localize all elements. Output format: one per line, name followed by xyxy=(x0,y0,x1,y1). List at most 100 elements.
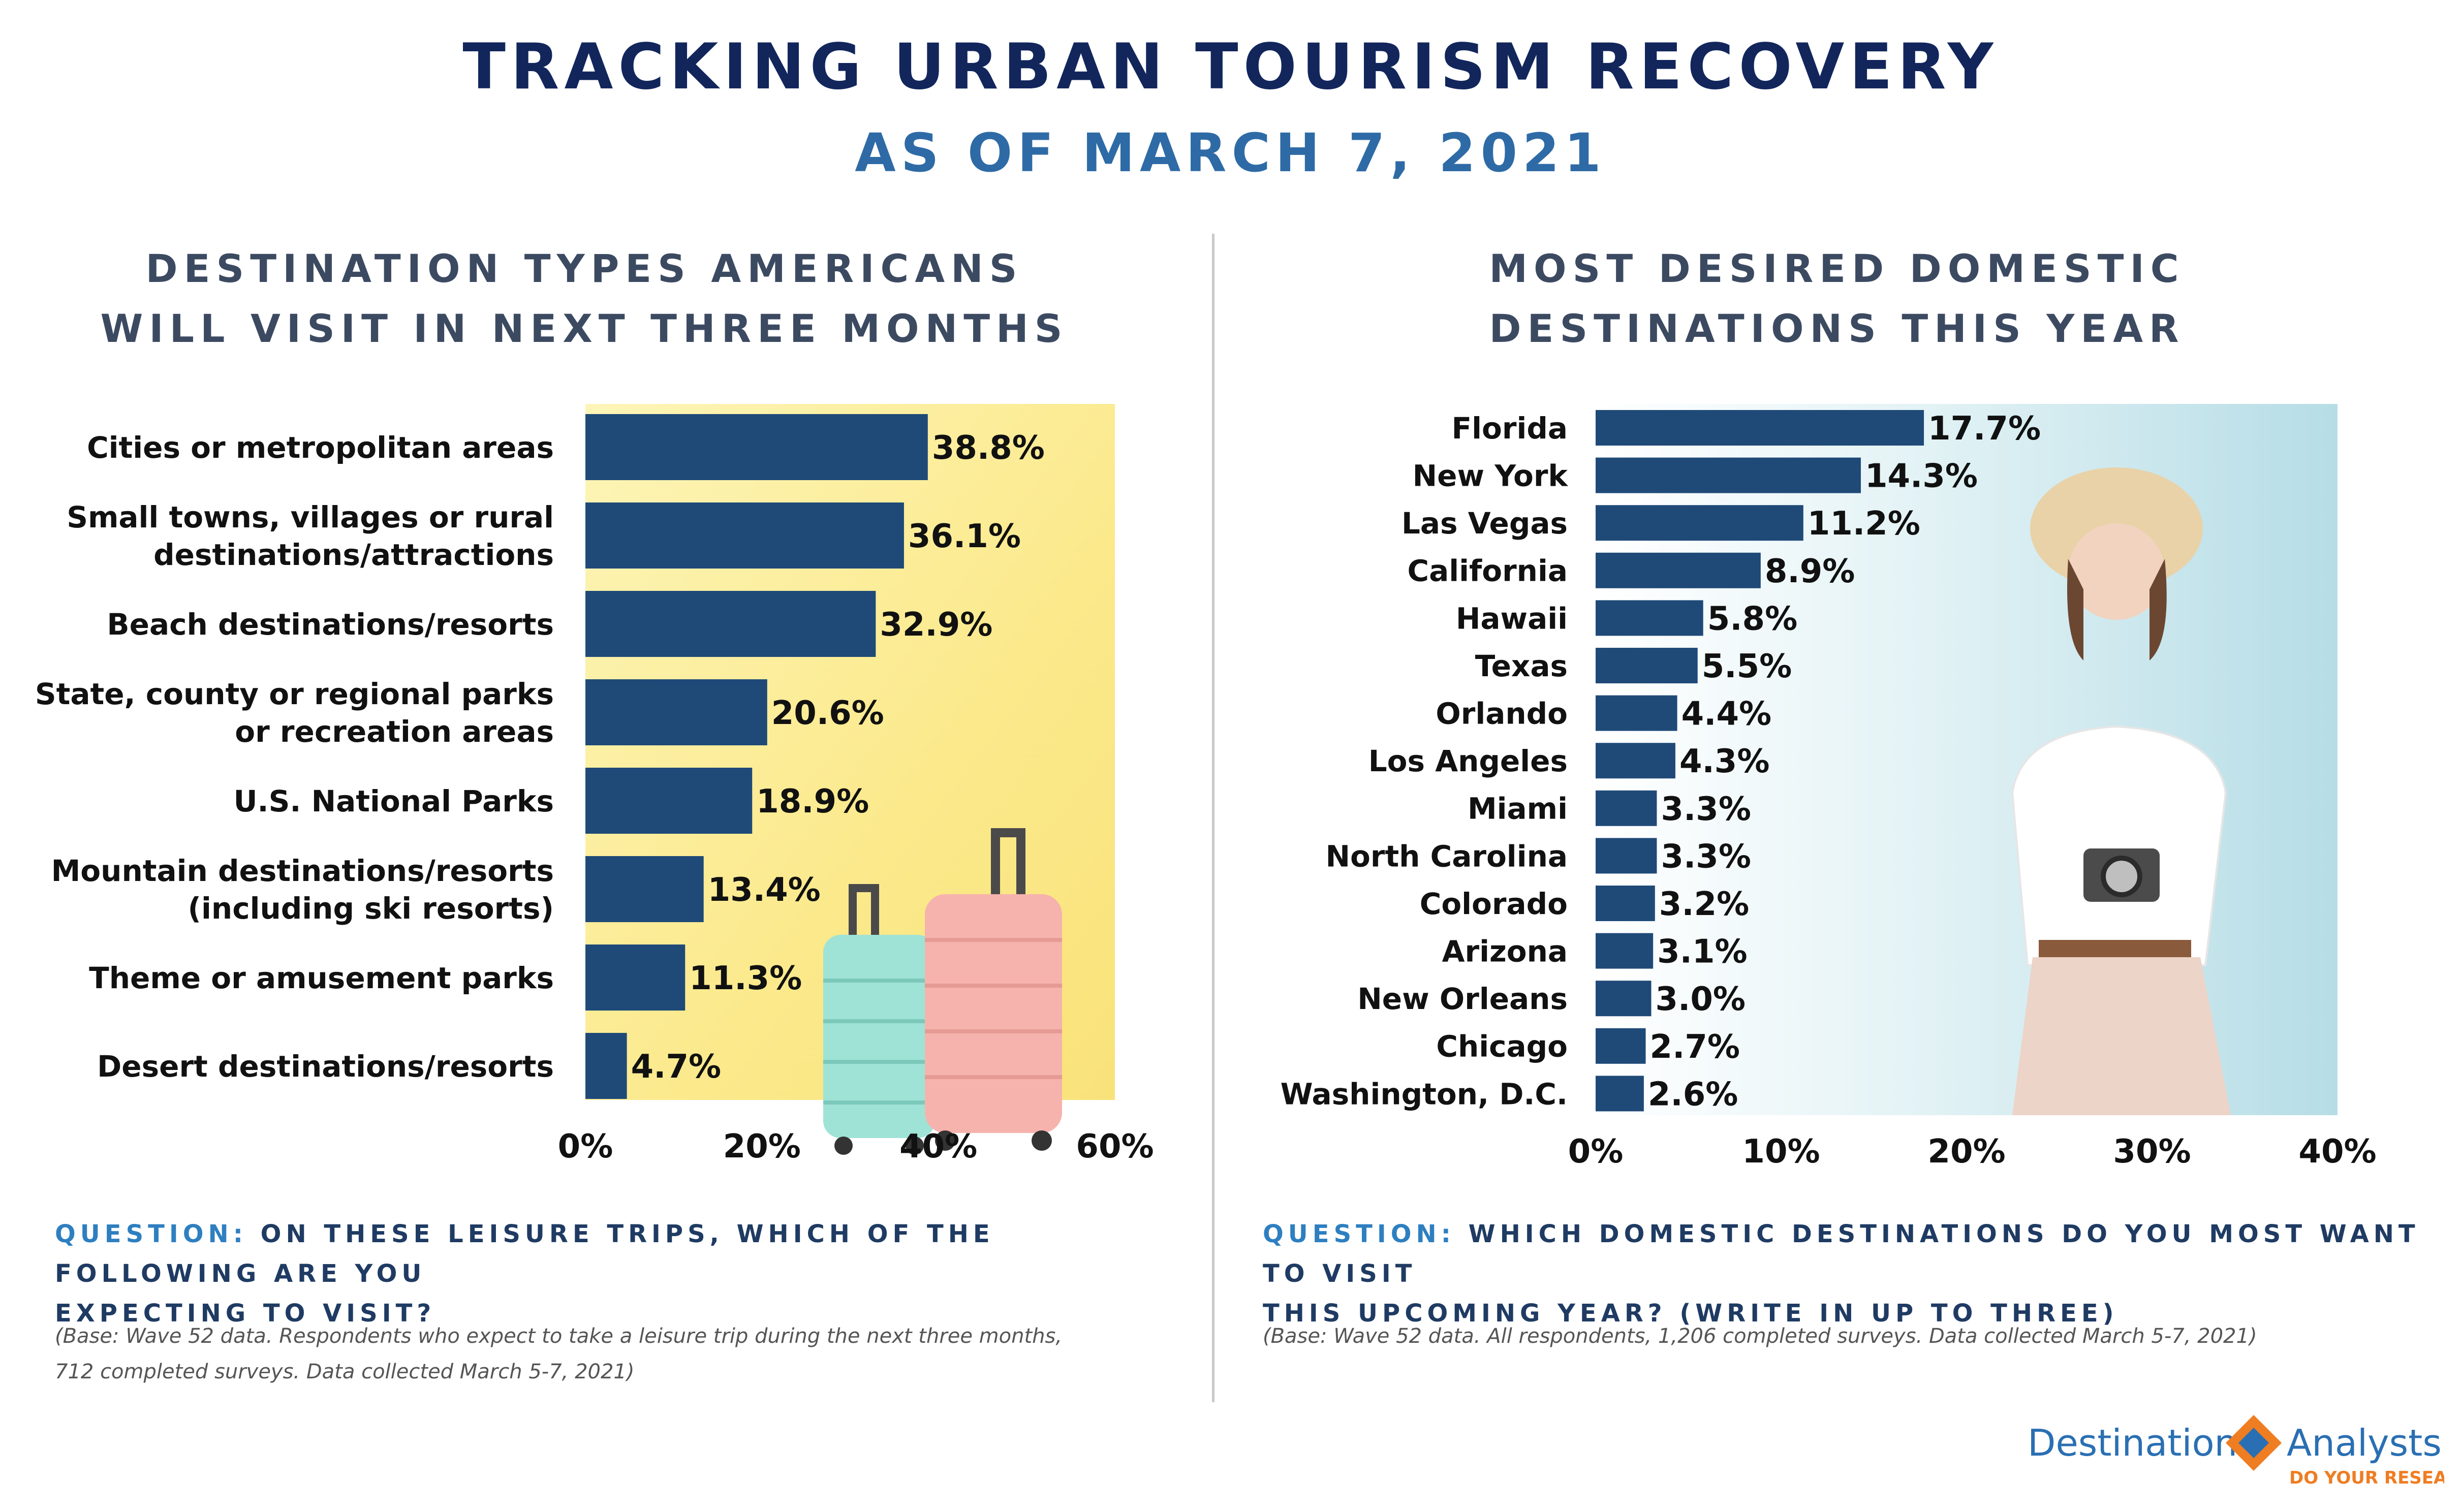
data-label: 20.6% xyxy=(771,695,884,732)
bar xyxy=(1596,600,1703,636)
data-label: 14.3% xyxy=(1865,458,1978,495)
x-tick-label: 0% xyxy=(1568,1133,1624,1171)
belt xyxy=(2039,940,2191,957)
teal-suitcase xyxy=(823,884,935,1155)
category-label: Desert destinations/resorts xyxy=(97,1049,554,1084)
right-chart-title: MOST DESIRED DOMESTIC DESTINATIONS THIS … xyxy=(1301,239,2373,359)
category-label: Orlando xyxy=(1436,696,1568,731)
bar xyxy=(1596,695,1677,731)
category-label: Arizona xyxy=(1442,934,1568,968)
logo-diamond-icon xyxy=(2226,1415,2282,1471)
bar xyxy=(585,502,904,569)
data-label: 11.3% xyxy=(689,960,802,997)
left-chart-title-line2: WILL VISIT IN NEXT THREE MONTHS xyxy=(100,306,1069,351)
category-label: Mountain destinations/resorts xyxy=(51,854,554,888)
data-label: 2.7% xyxy=(1650,1028,1740,1066)
data-label: 17.7% xyxy=(1928,410,2041,448)
right-question: QUESTION: WHICH DOMESTIC DESTINATIONS DO… xyxy=(1263,1214,2432,1333)
right-base-line1: (Base: Wave 52 data. All respondents, 1,… xyxy=(1263,1325,2257,1348)
bar xyxy=(1596,648,1698,683)
data-label: 3.3% xyxy=(1661,791,1751,828)
bar xyxy=(1596,981,1652,1017)
bar xyxy=(1596,933,1654,969)
data-label: 5.5% xyxy=(1702,648,1792,685)
data-label: 4.7% xyxy=(631,1048,722,1086)
bar xyxy=(585,768,753,834)
category-label: New Orleans xyxy=(1357,982,1568,1016)
right-bar-chart: 17.7% Florida 14.3% New York 11.2% Las Vegas 8… xyxy=(1281,404,2377,1171)
category-label: Chicago xyxy=(1436,1029,1568,1064)
left-question-line1: ON THESE LEISURE TRIPS, WHICH OF THE FOL… xyxy=(55,1220,994,1288)
data-label: 2.6% xyxy=(1648,1076,1738,1113)
data-label: 18.9% xyxy=(756,783,869,821)
traveler-illustration xyxy=(2011,467,2231,1115)
logo-name-part2: Analysts xyxy=(2287,1422,2442,1464)
category-label: or recreation areas xyxy=(235,714,554,749)
x-tick-label: 60% xyxy=(1076,1128,1154,1166)
category-label: New York xyxy=(1413,458,1569,493)
category-label: (including ski resorts) xyxy=(188,891,554,926)
white-blouse xyxy=(2011,725,2227,966)
logo-tagline: DO YOUR RESEARCH xyxy=(2289,1468,2444,1488)
left-question-line2: EXPECTING TO VISIT? xyxy=(55,1299,436,1328)
bar xyxy=(585,944,686,1011)
right-chart-title-line2: DESTINATIONS THIS YEAR xyxy=(1489,306,2185,351)
data-label: 3.1% xyxy=(1657,933,1748,971)
bar xyxy=(585,591,876,657)
category-label: Miami xyxy=(1468,792,1568,826)
data-label: 8.9% xyxy=(1765,553,1855,590)
right-question-line1: WHICH DOMESTIC DESTINATIONS DO YOU MOST … xyxy=(1263,1220,2420,1288)
data-label: 5.8% xyxy=(1707,600,1798,638)
category-label: Las Vegas xyxy=(1401,506,1568,541)
category-label: Hawaii xyxy=(1456,601,1568,636)
left-question-label: QUESTION: xyxy=(55,1220,247,1248)
data-label: 3.3% xyxy=(1661,838,1751,875)
category-label: destinations/attractions xyxy=(153,538,554,572)
x-tick-label: 0% xyxy=(558,1128,613,1166)
left-base-note: (Base: Wave 52 data. Respondents who exp… xyxy=(55,1318,1193,1390)
right-base-note: (Base: Wave 52 data. All respondents, 1,… xyxy=(1263,1318,2432,1354)
bar xyxy=(585,414,928,480)
bar xyxy=(1596,552,1761,588)
page-title: TRACKING URBAN TOURISM RECOVERY xyxy=(462,30,1999,104)
bar xyxy=(1596,1076,1644,1112)
skirt xyxy=(2012,957,2231,1115)
data-label: 13.4% xyxy=(708,871,821,909)
bar xyxy=(1596,790,1657,826)
panel-divider xyxy=(1212,234,1214,1402)
category-label: California xyxy=(1408,554,1568,588)
x-tick-label: 40% xyxy=(2298,1133,2376,1171)
right-chart-title-line1: MOST DESIRED DOMESTIC xyxy=(1489,246,2185,291)
left-chart-title-line1: DESTINATION TYPES AMERICANS xyxy=(145,246,1023,291)
left-bar-chart: 38.8% Cities or metropolitan areas 36.1% Sm… xyxy=(35,404,1154,1166)
destination-analysts-logo: Destination Analysts DO YOUR RESEARCH xyxy=(2028,1415,2444,1488)
data-label: 4.4% xyxy=(1681,696,1772,733)
category-label: Theme or amusement parks xyxy=(89,961,554,995)
category-label: U.S. National Parks xyxy=(233,784,554,818)
data-label: 3.0% xyxy=(1656,981,1746,1018)
x-tick-label: 10% xyxy=(1742,1133,1820,1171)
x-tick-label: 30% xyxy=(2113,1133,2191,1171)
category-label: Florida xyxy=(1452,411,1568,446)
traveler-face xyxy=(2068,523,2165,620)
bar xyxy=(1596,886,1655,921)
data-label: 38.8% xyxy=(932,429,1045,467)
left-chart-title: DESTINATION TYPES AMERICANS WILL VISIT I… xyxy=(51,239,1118,359)
x-tick-label: 40% xyxy=(899,1128,977,1166)
pink-suitcase xyxy=(925,828,1062,1151)
category-label: Los Angeles xyxy=(1368,744,1568,778)
left-base-line1: (Base: Wave 52 data. Respondents who exp… xyxy=(55,1325,1063,1348)
bar xyxy=(1596,505,1803,541)
x-tick-label: 20% xyxy=(723,1128,801,1166)
bar xyxy=(1596,743,1675,779)
right-question-line2: THIS UPCOMING YEAR? (WRITE IN UP TO THRE… xyxy=(1263,1299,2119,1328)
suitcase-illustration xyxy=(823,828,1062,1155)
data-label: 11.2% xyxy=(1808,505,1920,543)
bar xyxy=(1596,1028,1646,1064)
data-label: 36.1% xyxy=(908,518,1021,555)
bar xyxy=(1596,410,1924,446)
x-tick-label: 20% xyxy=(1927,1133,2005,1171)
category-label: Small towns, villages or rural xyxy=(67,500,554,534)
data-label: 32.9% xyxy=(880,606,992,644)
bar xyxy=(585,679,767,745)
